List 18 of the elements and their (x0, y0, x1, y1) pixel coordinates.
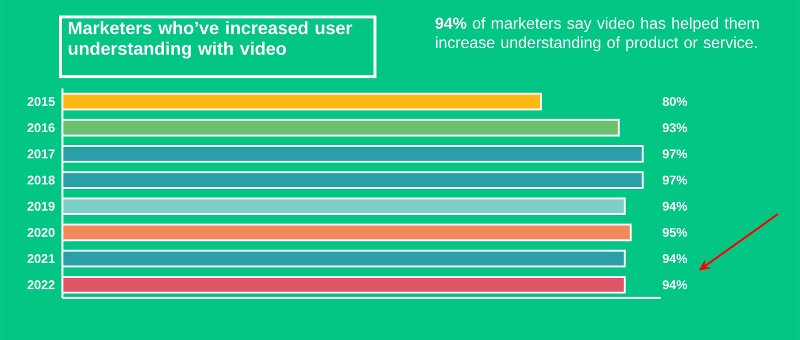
chart-title: Marketers who’ve increased user understanding with video (68, 20, 352, 58)
y-tick-label: 2020 (27, 228, 55, 237)
data-label: 93% (662, 123, 688, 132)
y-tick-label: 2019 (27, 202, 55, 210)
chart-subtitle: 94% of marketers say video has helped them increase understanding of product or service. (436, 16, 759, 52)
data-label: 94% (662, 280, 688, 290)
y-tick-label: 2016 (27, 123, 55, 132)
y-tick-label: 2021 (27, 254, 55, 263)
y-tick-label: 2017 (27, 149, 55, 158)
data-label: 80% (662, 96, 688, 106)
data-label: 95% (662, 228, 688, 237)
data-label: 97% (662, 149, 688, 158)
data-label: 94% (662, 254, 688, 263)
data-label: 94% (662, 202, 688, 210)
y-tick-label: 2018 (27, 175, 55, 184)
y-tick-label: 2015 (27, 96, 55, 106)
data-label: 97% (662, 175, 688, 184)
y-tick-label: 2022 (27, 280, 55, 290)
